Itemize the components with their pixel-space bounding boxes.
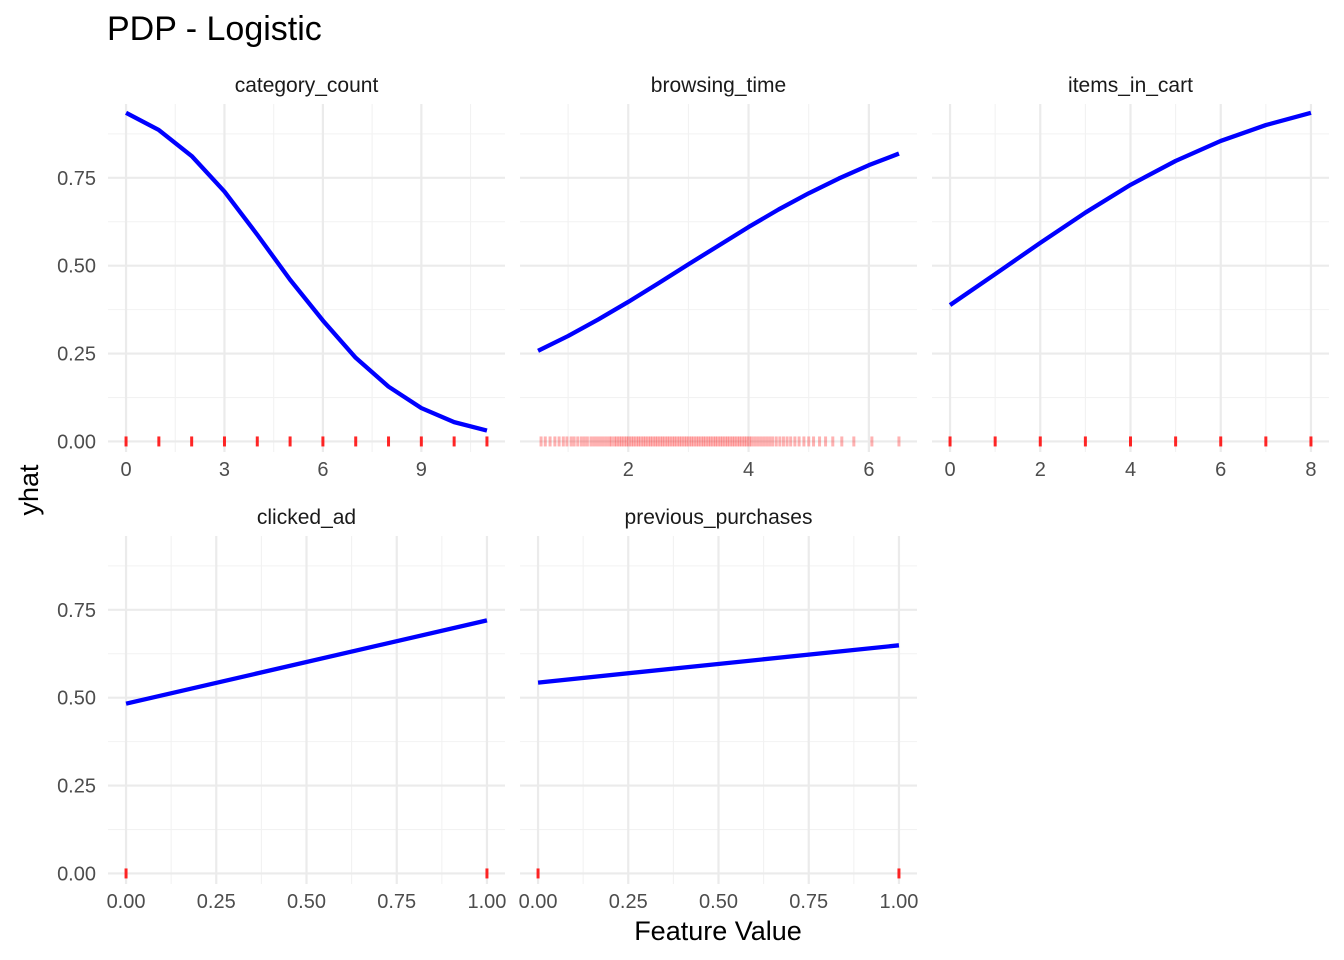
panel-items_in_cart: items_in_cart 0 2 4 6 8 [932, 74, 1329, 481]
y-tick-label: 0.00 [57, 431, 96, 453]
pdp-line-clicked_ad [125, 618, 488, 706]
x-tick-label: 0 [120, 459, 131, 481]
x-tick-label: 0.50 [699, 891, 738, 913]
x-tick-label: 2 [623, 459, 634, 481]
pdp-line-browsing_time [537, 151, 900, 353]
y-tick-label: 0.25 [57, 776, 96, 798]
pdp-line-category_count [125, 110, 488, 433]
x-tick-label: 1.00 [879, 891, 918, 913]
x-tick-label: 0.75 [377, 891, 416, 913]
x-tick-label: 0.75 [789, 891, 828, 913]
y-tick-label: 0.00 [57, 863, 96, 885]
y-tick-label: 0.75 [57, 600, 96, 622]
x-tick-label: 0.00 [519, 891, 558, 913]
x-axis-title: Feature Value [634, 916, 802, 946]
x-tick-label: 6 [1215, 459, 1226, 481]
facet-panels: category_count 0.00 0.25 0.50 0.75 0 3 6 9 browsi… [57, 74, 1329, 913]
x-tick-label: 4 [743, 459, 754, 481]
strip-label: items_in_cart [1068, 74, 1193, 97]
x-tick-label: 6 [863, 459, 874, 481]
x-tick-label: 0 [944, 459, 955, 481]
panel-category_count: category_count 0.00 0.25 0.50 0.75 0 3 6 9 [57, 74, 505, 481]
panel-clicked_ad: clicked_ad 0.00 0.25 0.50 0.75 0.00 0.25 0.50 0.… [57, 506, 506, 913]
y-tick-label: 0.50 [57, 256, 96, 278]
x-tick-label: 0.25 [609, 891, 648, 913]
x-tick-label: 3 [219, 459, 230, 481]
chart-title: PDP - Logistic [107, 10, 322, 48]
x-tick-label: 1.00 [467, 891, 506, 913]
strip-label: previous_purchases [625, 506, 813, 529]
strip-label: browsing_time [651, 74, 786, 97]
y-tick-label: 0.50 [57, 688, 96, 710]
pdp-line-items_in_cart [948, 110, 1312, 307]
y-tick-label: 0.75 [57, 168, 96, 190]
x-tick-label: 0.00 [107, 891, 146, 913]
strip-label: clicked_ad [257, 506, 356, 529]
y-tick-label: 0.25 [57, 344, 96, 366]
x-tick-label: 8 [1305, 459, 1316, 481]
x-tick-label: 9 [416, 459, 427, 481]
y-axis-title: yhat [14, 464, 44, 516]
x-tick-label: 6 [317, 459, 328, 481]
x-tick-label: 0.25 [197, 891, 236, 913]
x-tick-label: 2 [1035, 459, 1046, 481]
x-tick-label: 0.50 [287, 891, 326, 913]
pdp-line-previous_purchases [537, 643, 900, 685]
strip-label: category_count [235, 74, 379, 97]
panel-previous_purchases: previous_purchases 0.00 0.25 0.50 0.75 1.00 [519, 506, 919, 913]
panel-browsing_time: browsing_time 2 4 6 [520, 74, 917, 481]
x-tick-label: 4 [1125, 459, 1136, 481]
